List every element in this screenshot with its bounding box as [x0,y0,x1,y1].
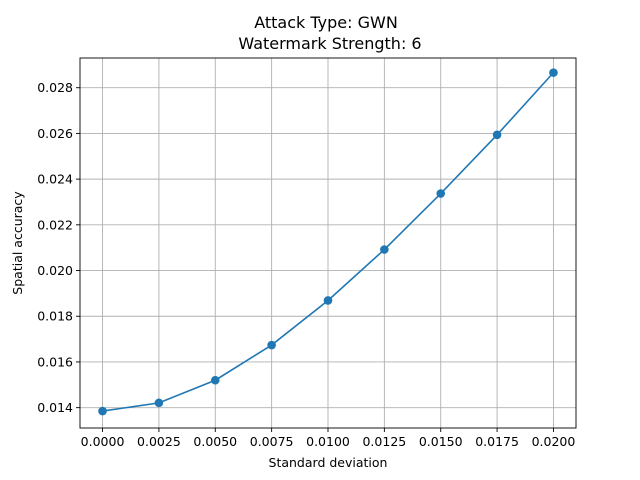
chart-title-line2: Watermark Strength: 6 [238,34,421,53]
y-tick-label: 0.026 [37,126,73,141]
y-tick-label: 0.024 [37,172,73,187]
x-tick-label: 0.0200 [532,434,576,449]
y-tick-label: 0.028 [37,80,73,95]
x-tick-label: 0.0150 [419,434,463,449]
data-point [492,130,502,140]
x-tick-label: 0.0125 [362,434,406,449]
y-axis-label: Spatial accuracy [10,191,25,295]
y-tick-label: 0.020 [37,263,73,278]
x-tick-label: 0.0100 [306,434,350,449]
axis-ticks: 0.0000 0.0025 0.0050 0.0075 0.0100 0.0125 0.01… [37,80,575,449]
x-tick-label: 0.0000 [81,434,125,449]
data-point [210,375,220,385]
grid-lines [80,58,576,428]
y-tick-label: 0.014 [37,400,73,415]
data-point [380,245,389,254]
x-axis-label: Standard deviation [269,455,388,470]
data-point [267,340,276,350]
data-point [323,296,333,305]
y-tick-label: 0.016 [37,354,73,369]
x-tick-label: 0.0025 [137,434,181,449]
y-tick-label: 0.022 [37,217,73,232]
data-point [436,189,446,198]
x-tick-label: 0.0075 [250,434,294,449]
data-point [98,406,107,416]
x-tick-label: 0.0050 [193,434,237,449]
data-point [154,398,164,408]
data-point [549,68,558,77]
chart-title-line1: Attack Type: GWN [254,13,398,32]
x-tick-label: 0.0175 [475,434,519,449]
y-tick-label: 0.018 [37,309,73,324]
series-layer [98,68,558,416]
